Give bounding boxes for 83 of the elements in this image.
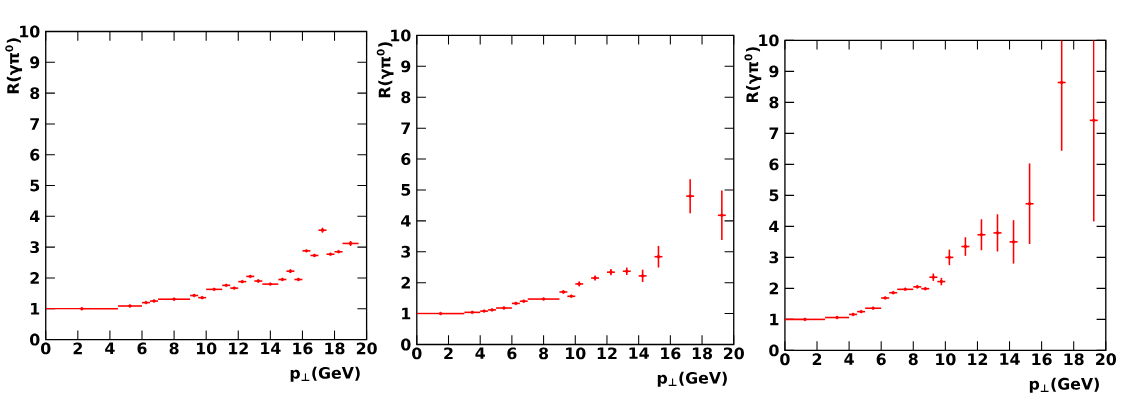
point (470, 310, 474, 315)
x-tick-label: 12 (597, 347, 617, 360)
x-tick-label: 0 (412, 347, 422, 360)
y-tick-label: 1 (31, 303, 40, 315)
y-tick-label: 0 (30, 333, 40, 346)
x-tick-label: 4 (105, 342, 115, 355)
x-tick-label: 4 (475, 347, 485, 360)
y-tick-label: 6 (769, 158, 779, 171)
point (835, 316, 839, 320)
y-axis-title: R(γπ$^{0}$) (744, 47, 762, 103)
y-axis-title: R(γπ$^{0}$) (376, 42, 394, 98)
x-tick-label: 14 (629, 347, 649, 360)
point (212, 287, 216, 292)
x-tick-label: 12 (229, 342, 248, 355)
y-tick-label: 10 (391, 29, 411, 42)
y-tick-label: 3 (401, 246, 411, 258)
point (502, 306, 506, 310)
x-tick-label: 0 (41, 342, 51, 355)
x-axis-title: p$_{⊥}$(GeV) (1029, 377, 1099, 394)
y-tick-label: 4 (401, 215, 411, 227)
y-tick-label: 5 (30, 179, 40, 192)
y-tick-label: 7 (30, 118, 39, 130)
y-tick-label: 5 (401, 184, 411, 197)
x-axis-title: p$_{⊥}$(GeV) (290, 366, 360, 383)
x-tick-label: 10 (566, 347, 586, 360)
x-tick-label: 6 (507, 347, 517, 360)
y-tick-label: 1 (402, 308, 411, 320)
y-tick-label: 4 (769, 220, 779, 233)
x-tick-label: 16 (1032, 353, 1052, 366)
x-axis-title: p$_{⊥}$(GeV) (657, 371, 727, 388)
x-tick-label: 18 (1064, 353, 1084, 366)
x-tick-label: 2 (812, 353, 822, 366)
y-tick-label: 6 (401, 153, 411, 166)
x-tick-label: 12 (968, 353, 988, 366)
y-tick-label: 3 (769, 251, 779, 264)
x-tick-label: 8 (539, 347, 549, 360)
point (803, 317, 807, 322)
y-axis-title: R(γπ$^{0}$) (5, 38, 23, 94)
y-tick-label: 2 (769, 282, 779, 295)
y-tick-label: 10 (20, 25, 40, 38)
x-tick-label: 14 (261, 342, 281, 355)
x-tick-label: 20 (1096, 353, 1116, 366)
x-tick-label: 8 (169, 342, 179, 355)
point (438, 312, 443, 316)
y-tick-label: 6 (30, 149, 40, 161)
y-tick-label: 5 (769, 189, 779, 202)
y-tick-label: 9 (30, 56, 40, 69)
x-tick-label: 2 (73, 342, 82, 355)
x-tick-label: 6 (137, 342, 147, 355)
x-tick-label: 2 (444, 347, 453, 360)
y-tick-label: 8 (769, 96, 779, 109)
x-tick-label: 0 (780, 353, 790, 366)
y-tick-label: 1 (770, 313, 779, 326)
x-tick-label: 16 (293, 342, 313, 355)
y-tick-label: 9 (401, 60, 411, 73)
x-tick-label: 10 (936, 353, 956, 366)
y-tick-label: 2 (30, 272, 39, 285)
point (172, 297, 176, 302)
x-tick-label: 16 (661, 347, 681, 360)
y-tick-label: 3 (30, 241, 39, 254)
x-tick-label: 14 (1000, 353, 1020, 365)
x-tick-label: 18 (692, 347, 713, 360)
y-tick-label: 10 (759, 34, 779, 47)
y-tick-label: 9 (769, 65, 779, 78)
x-tick-label: 20 (356, 342, 377, 355)
x-tick-label: 4 (844, 353, 854, 365)
y-tick-label: 7 (769, 127, 779, 140)
point (871, 306, 875, 311)
x-tick-label: 6 (876, 353, 886, 366)
x-tick-label: 18 (325, 342, 345, 355)
point (903, 287, 907, 292)
point (541, 297, 546, 301)
y-tick-label: 8 (30, 87, 40, 100)
x-tick-label: 20 (724, 347, 744, 360)
point (268, 282, 273, 287)
y-tick-label: 8 (401, 91, 411, 104)
point (80, 307, 84, 311)
y-tick-label: 2 (401, 277, 410, 289)
point (128, 304, 132, 308)
y-tick-label: 4 (29, 210, 40, 223)
y-tick-label: 7 (401, 122, 411, 135)
x-tick-label: 10 (196, 342, 217, 355)
x-tick-label: 8 (908, 353, 918, 366)
